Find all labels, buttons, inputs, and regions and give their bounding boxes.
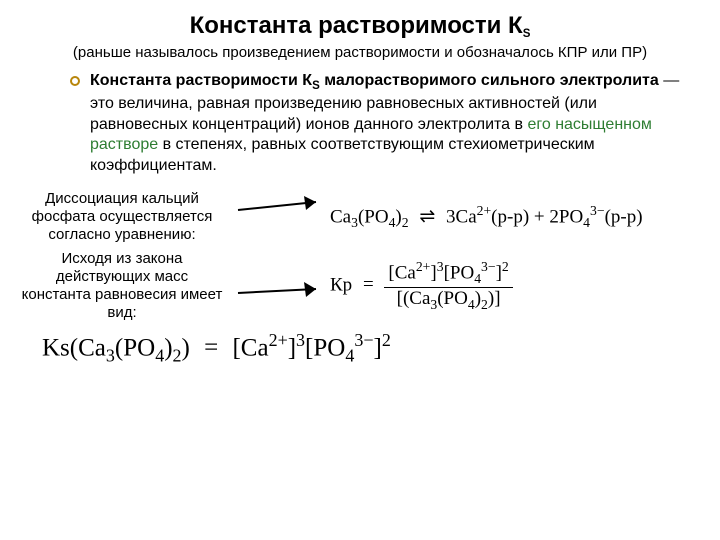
e2n2: 2+ bbox=[416, 259, 431, 274]
e3-6: 2 bbox=[173, 345, 182, 365]
e3-1: Ks(Ca bbox=[42, 334, 106, 361]
e1-6: 2 bbox=[402, 215, 409, 230]
e3b2: 4 bbox=[345, 345, 354, 365]
caption-dissociation: Диссоциация кальций фосфата осуществляет… bbox=[20, 190, 230, 244]
e1-13: PO bbox=[559, 206, 583, 227]
e3a4: 3 bbox=[296, 330, 305, 350]
e1-9: 2+ bbox=[477, 203, 492, 218]
e1-7: 3 bbox=[446, 206, 456, 227]
row-eq2: Исходя из закона действующих масс конста… bbox=[20, 250, 700, 322]
caption-law: Исходя из закона действующих масс конста… bbox=[20, 250, 230, 322]
e1-10: (p-p) bbox=[491, 206, 529, 227]
e2d4: 4 bbox=[468, 297, 475, 312]
bullet-icon bbox=[70, 76, 80, 86]
e1-2: 3 bbox=[351, 215, 358, 230]
definition-block: Константа растворимости КS малорастворим… bbox=[70, 71, 682, 176]
title-text: Константа растворимости К bbox=[190, 12, 523, 39]
page-title: Константа растворимости КS bbox=[20, 12, 700, 40]
e3-2: 3 bbox=[106, 345, 115, 365]
fraction: [Ca2+]3[PO43−]2 [(Ca3(PO4)2)] bbox=[384, 259, 512, 313]
e2n4: 3 bbox=[437, 259, 444, 274]
e2d7: )] bbox=[488, 288, 501, 309]
e3-4: 4 bbox=[155, 345, 164, 365]
equation-ks: Ks(Ca3(PO4)2) = [Ca2+]3[PO43−]2 bbox=[20, 330, 700, 366]
e3b1: [PO bbox=[305, 334, 345, 361]
e3b5: 2 bbox=[382, 330, 391, 350]
e3-5: ) bbox=[164, 334, 172, 361]
row-eq1: Диссоциация кальций фосфата осуществляет… bbox=[20, 190, 700, 244]
e2n9: 2 bbox=[502, 259, 509, 274]
e2-kp: Кр bbox=[330, 274, 352, 295]
e3a1: [Ca bbox=[232, 334, 268, 361]
def-bold1: Константа растворимости К bbox=[90, 72, 312, 89]
e3b3: 3− bbox=[354, 330, 373, 350]
e1-3: (PO bbox=[358, 206, 389, 227]
arrow-icon bbox=[230, 261, 330, 311]
e1-15: 3− bbox=[590, 203, 605, 218]
e3-7: ) bbox=[182, 334, 190, 361]
e2-eq: = bbox=[357, 274, 380, 295]
e1-11: + bbox=[529, 206, 549, 227]
e2d6: 2 bbox=[481, 297, 488, 312]
e2d1: [(Ca bbox=[397, 288, 431, 309]
e3a3: ] bbox=[288, 334, 296, 361]
equation-dissociation: Ca3(PO4)2 ⇌ 3Ca2+(p-p) + 2PO43−(p-p) bbox=[330, 203, 700, 231]
def-bold-sub: S bbox=[312, 80, 320, 92]
frac-den: [(Ca3(PO4)2)] bbox=[384, 288, 512, 313]
e2n5: [PO bbox=[444, 262, 475, 283]
e1-16: (p-p) bbox=[605, 206, 643, 227]
subtitle: (раньше называлось произведением раствор… bbox=[20, 44, 700, 61]
e2n7: 3− bbox=[481, 259, 496, 274]
e2n6: 4 bbox=[474, 271, 481, 286]
arrow-icon bbox=[230, 192, 330, 242]
e1-12: 2 bbox=[549, 206, 559, 227]
title-sub: S bbox=[523, 28, 531, 40]
e1-8: Ca bbox=[456, 206, 477, 227]
equation-kp: Кр = [Ca2+]3[PO43−]2 [(Ca3(PO4)2)] bbox=[330, 259, 700, 313]
e1-1: Ca bbox=[330, 206, 351, 227]
e3-3: (PO bbox=[115, 334, 155, 361]
e1-arrow: ⇌ bbox=[413, 206, 441, 227]
e2n1: [Ca bbox=[388, 262, 415, 283]
e1-14: 4 bbox=[583, 215, 590, 230]
def-mid2: в степенях, равных соответствующим стехи… bbox=[90, 136, 595, 173]
e3-eq: = bbox=[196, 334, 226, 361]
e2d3: (PO bbox=[437, 288, 468, 309]
e3a2: 2+ bbox=[269, 330, 288, 350]
frac-num: [Ca2+]3[PO43−]2 bbox=[384, 259, 512, 288]
def-bold2: малорастворимого сильного электролита bbox=[320, 72, 659, 89]
e3b4: ] bbox=[374, 334, 382, 361]
definition-text: Константа растворимости КS малорастворим… bbox=[90, 71, 682, 176]
